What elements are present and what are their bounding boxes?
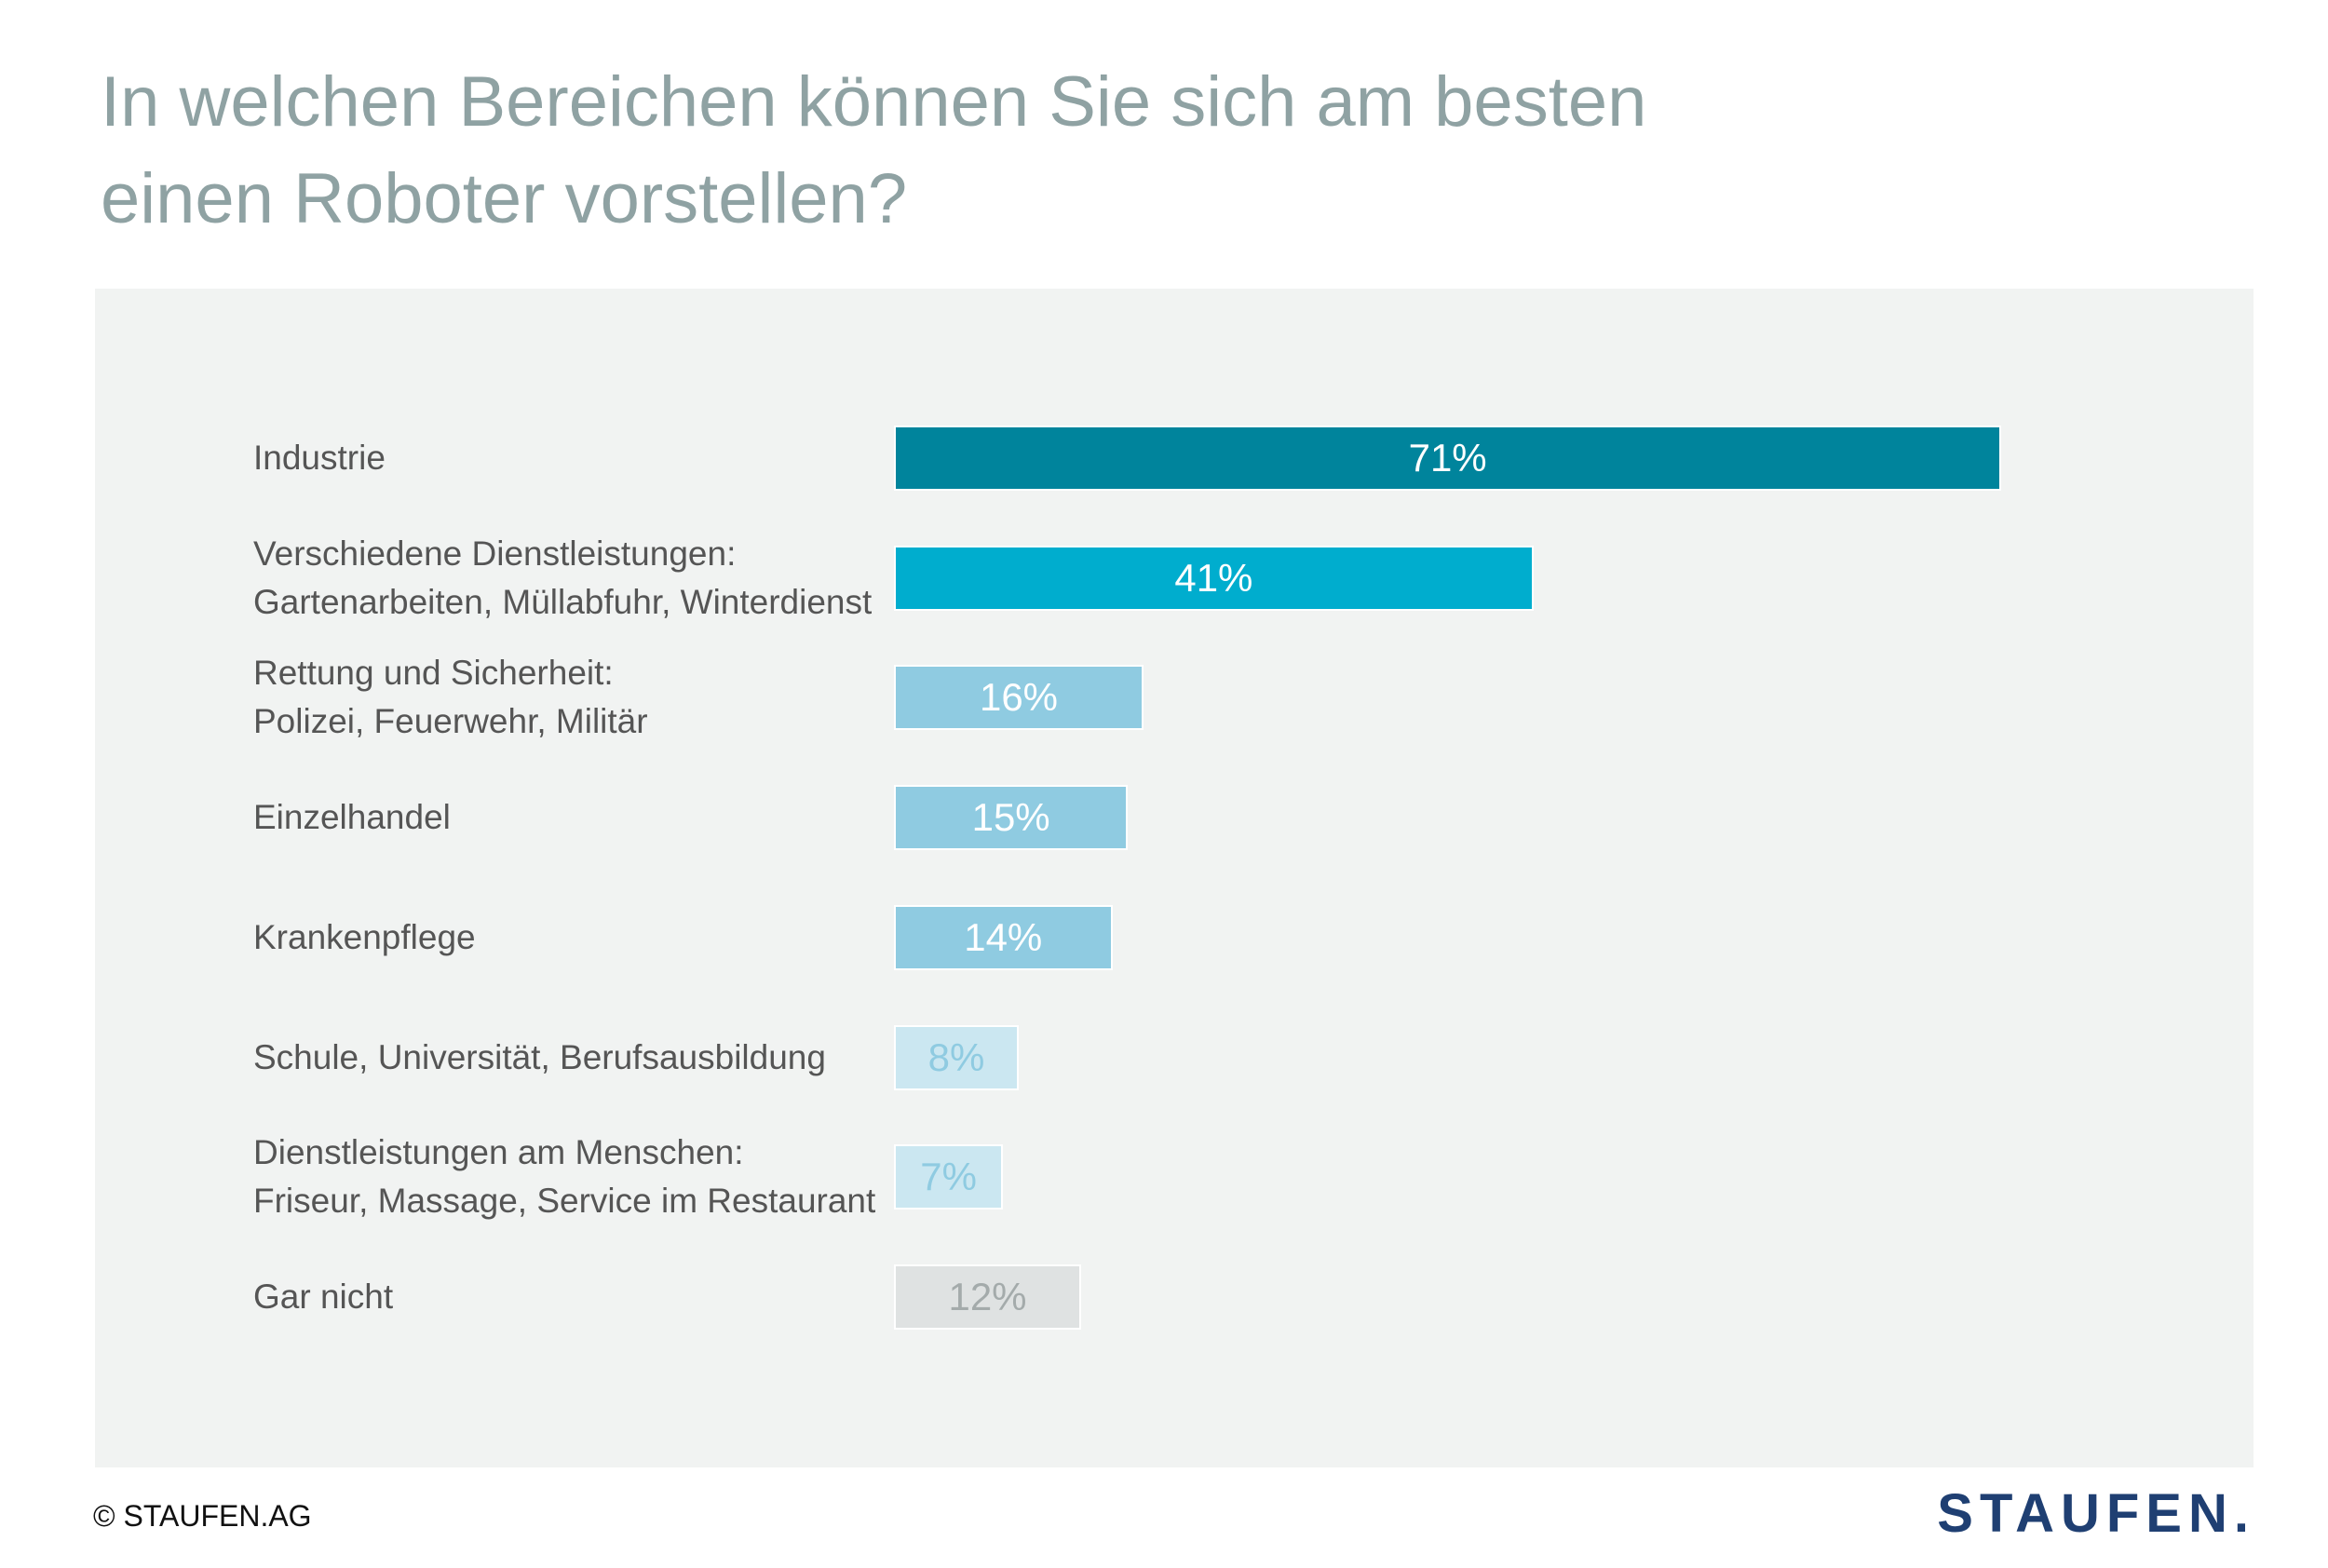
- bar-value-label: 71%: [1408, 436, 1487, 480]
- bar: 41%: [894, 545, 1534, 611]
- category-label-line: Gar nicht: [253, 1277, 394, 1316]
- bar-value-label: 41%: [1174, 555, 1253, 600]
- bar-value-label: 14%: [964, 914, 1043, 959]
- chart-title: In welchen Bereichen können Sie sich am …: [101, 54, 1963, 248]
- category-label-line: Einzelhandel: [253, 798, 451, 837]
- bar: 14%: [894, 904, 1113, 970]
- bar: 12%: [894, 1264, 1081, 1330]
- category-label: Schule, Universität, Berufsausbildung: [253, 1034, 961, 1082]
- category-label: Verschiedene Dienstleistungen: Gartenarbe…: [253, 530, 961, 627]
- category-label: Industrie: [253, 434, 961, 482]
- category-label-line: Krankenpflege: [253, 917, 476, 956]
- bar-value-label: 12%: [948, 1274, 1027, 1318]
- chart-title-line-2: einen Roboter vorstellen?: [101, 159, 908, 238]
- category-label-line: Verschiedene Dienstleistungen:: [253, 534, 737, 573]
- copyright-text: © STAUFEN.AG: [93, 1499, 312, 1533]
- category-label: Gar nicht: [253, 1273, 961, 1321]
- category-label: Rettung und Sicherheit: Polizei, Feuerweh…: [253, 649, 961, 746]
- chart-title-line-1: In welchen Bereichen können Sie sich am …: [101, 62, 1647, 142]
- chart-panel: Industrie 71% Verschiedene Dienstleistunge…: [95, 289, 2254, 1467]
- category-label-line: Schule, Universität, Berufsausbildung: [253, 1037, 826, 1076]
- bar: 71%: [894, 426, 2002, 491]
- bar: 7%: [894, 1144, 1004, 1210]
- bar-value-label: 15%: [971, 795, 1050, 840]
- staufen-logo: STAUFEN.: [1937, 1483, 2255, 1544]
- category-label-line: Friseur, Massage, Service im Restaurant: [253, 1182, 876, 1221]
- category-label-line: Rettung und Sicherheit:: [253, 654, 614, 693]
- category-label-line: Industrie: [253, 439, 386, 477]
- category-label-line: Gartenarbeiten, Müllabfuhr, Winterdienst: [253, 582, 873, 621]
- bar-value-label: 7%: [920, 1155, 977, 1199]
- bar: 15%: [894, 785, 1129, 851]
- category-label-line: Dienstleistungen am Menschen:: [253, 1133, 744, 1172]
- category-label: Dienstleistungen am Menschen: Friseur, Ma…: [253, 1129, 961, 1225]
- category-label-line: Polizei, Feuerwehr, Militär: [253, 702, 648, 741]
- bar-chart: Industrie 71% Verschiedene Dienstleistunge…: [95, 289, 2254, 1467]
- bar-value-label: 16%: [979, 675, 1059, 720]
- category-label: Krankenpflege: [253, 913, 961, 962]
- bar: 16%: [894, 665, 1144, 731]
- bar: 8%: [894, 1024, 1019, 1090]
- category-label: Einzelhandel: [253, 793, 961, 842]
- bar-value-label: 8%: [927, 1034, 985, 1079]
